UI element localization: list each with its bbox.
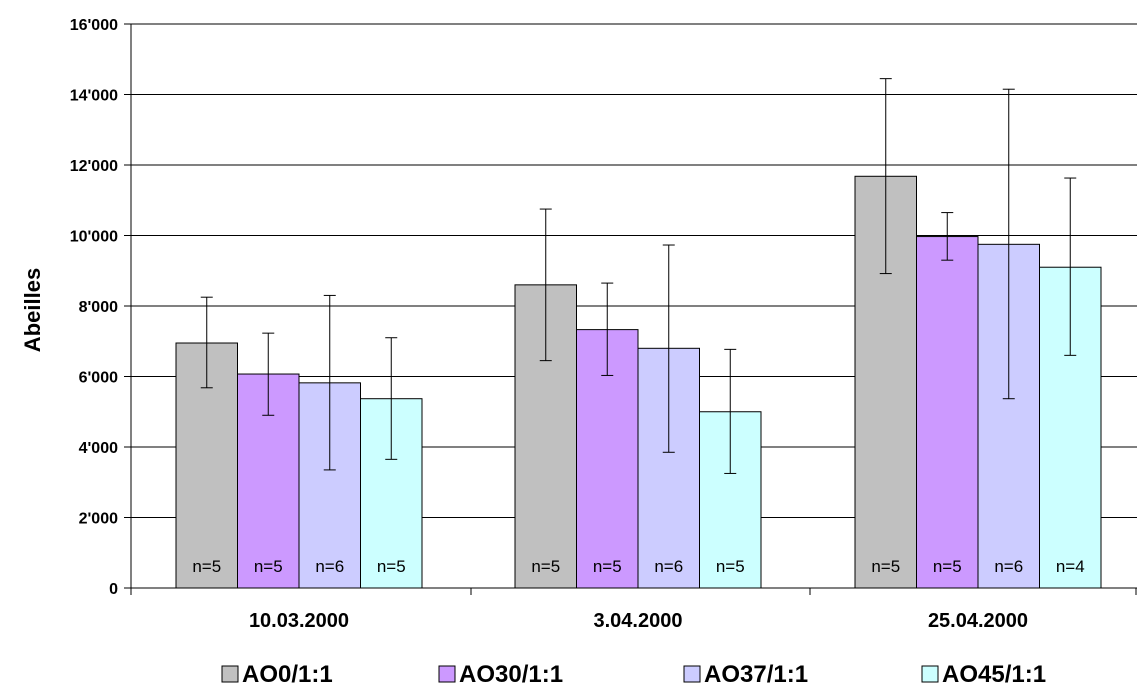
y-tick-label: 8'000 bbox=[79, 299, 119, 316]
axes bbox=[124, 23, 1137, 595]
y-tick-label: 14'000 bbox=[70, 88, 118, 105]
bars bbox=[175, 175, 1102, 589]
x-category-label: 10.03.2000 bbox=[249, 610, 349, 632]
n-label: n=5 bbox=[593, 557, 622, 576]
legend-label: AO45/1:1 bbox=[942, 661, 1046, 688]
legend: AO0/1:1 AO30/1:1 AO37/1:1 AO45/1:1 bbox=[221, 661, 1046, 688]
n-label: n=5 bbox=[933, 557, 962, 576]
legend-item: AO45/1:1 bbox=[921, 661, 1046, 688]
n-label: n=4 bbox=[1056, 557, 1085, 576]
legend-swatch bbox=[683, 665, 701, 683]
n-label: n=6 bbox=[654, 557, 683, 576]
legend-label: AO30/1:1 bbox=[459, 661, 563, 688]
legend-item: AO37/1:1 bbox=[683, 661, 808, 688]
n-label: n=5 bbox=[192, 557, 221, 576]
y-tick-labels: 0 2'000 4'000 6'000 8'000 10'000 12'000 14'000 1… bbox=[70, 17, 118, 598]
n-label: n=5 bbox=[254, 557, 283, 576]
y-tick-label: 2'000 bbox=[79, 511, 119, 528]
y-tick-label: 12'000 bbox=[70, 158, 118, 175]
y-tick-label: 10'000 bbox=[70, 229, 118, 246]
y-tick-label: 16'000 bbox=[70, 17, 118, 34]
error-bars bbox=[200, 78, 1077, 474]
y-axis-title: Abeilles bbox=[20, 268, 45, 352]
x-category-label: 25.04.2000 bbox=[928, 610, 1028, 632]
y-tick-label: 6'000 bbox=[79, 370, 119, 387]
n-label: n=5 bbox=[871, 557, 900, 576]
legend-item: AO0/1:1 bbox=[221, 661, 333, 688]
n-label: n=5 bbox=[531, 557, 560, 576]
n-label: n=5 bbox=[716, 557, 745, 576]
legend-label: AO37/1:1 bbox=[704, 661, 808, 688]
x-category-labels: 10.03.2000 3.04.2000 25.04.2000 bbox=[249, 610, 1028, 632]
n-label: n=6 bbox=[315, 557, 344, 576]
legend-label: AO0/1:1 bbox=[242, 661, 333, 688]
n-label: n=5 bbox=[377, 557, 406, 576]
legend-swatch bbox=[438, 665, 456, 683]
legend-item: AO30/1:1 bbox=[438, 661, 563, 688]
legend-swatch bbox=[921, 665, 939, 683]
legend-swatch bbox=[221, 665, 239, 683]
y-tick-label: 0 bbox=[109, 581, 118, 598]
y-tick-label: 4'000 bbox=[79, 440, 119, 457]
sample-size-labels: n=5 n=5 n=5 n=5 n=5 n=5 n=6 n=6 n=6 n=5 n=5 n=4 bbox=[192, 557, 1084, 576]
bar bbox=[916, 236, 979, 589]
x-category-label: 3.04.2000 bbox=[594, 610, 683, 632]
n-label: n=6 bbox=[994, 557, 1023, 576]
